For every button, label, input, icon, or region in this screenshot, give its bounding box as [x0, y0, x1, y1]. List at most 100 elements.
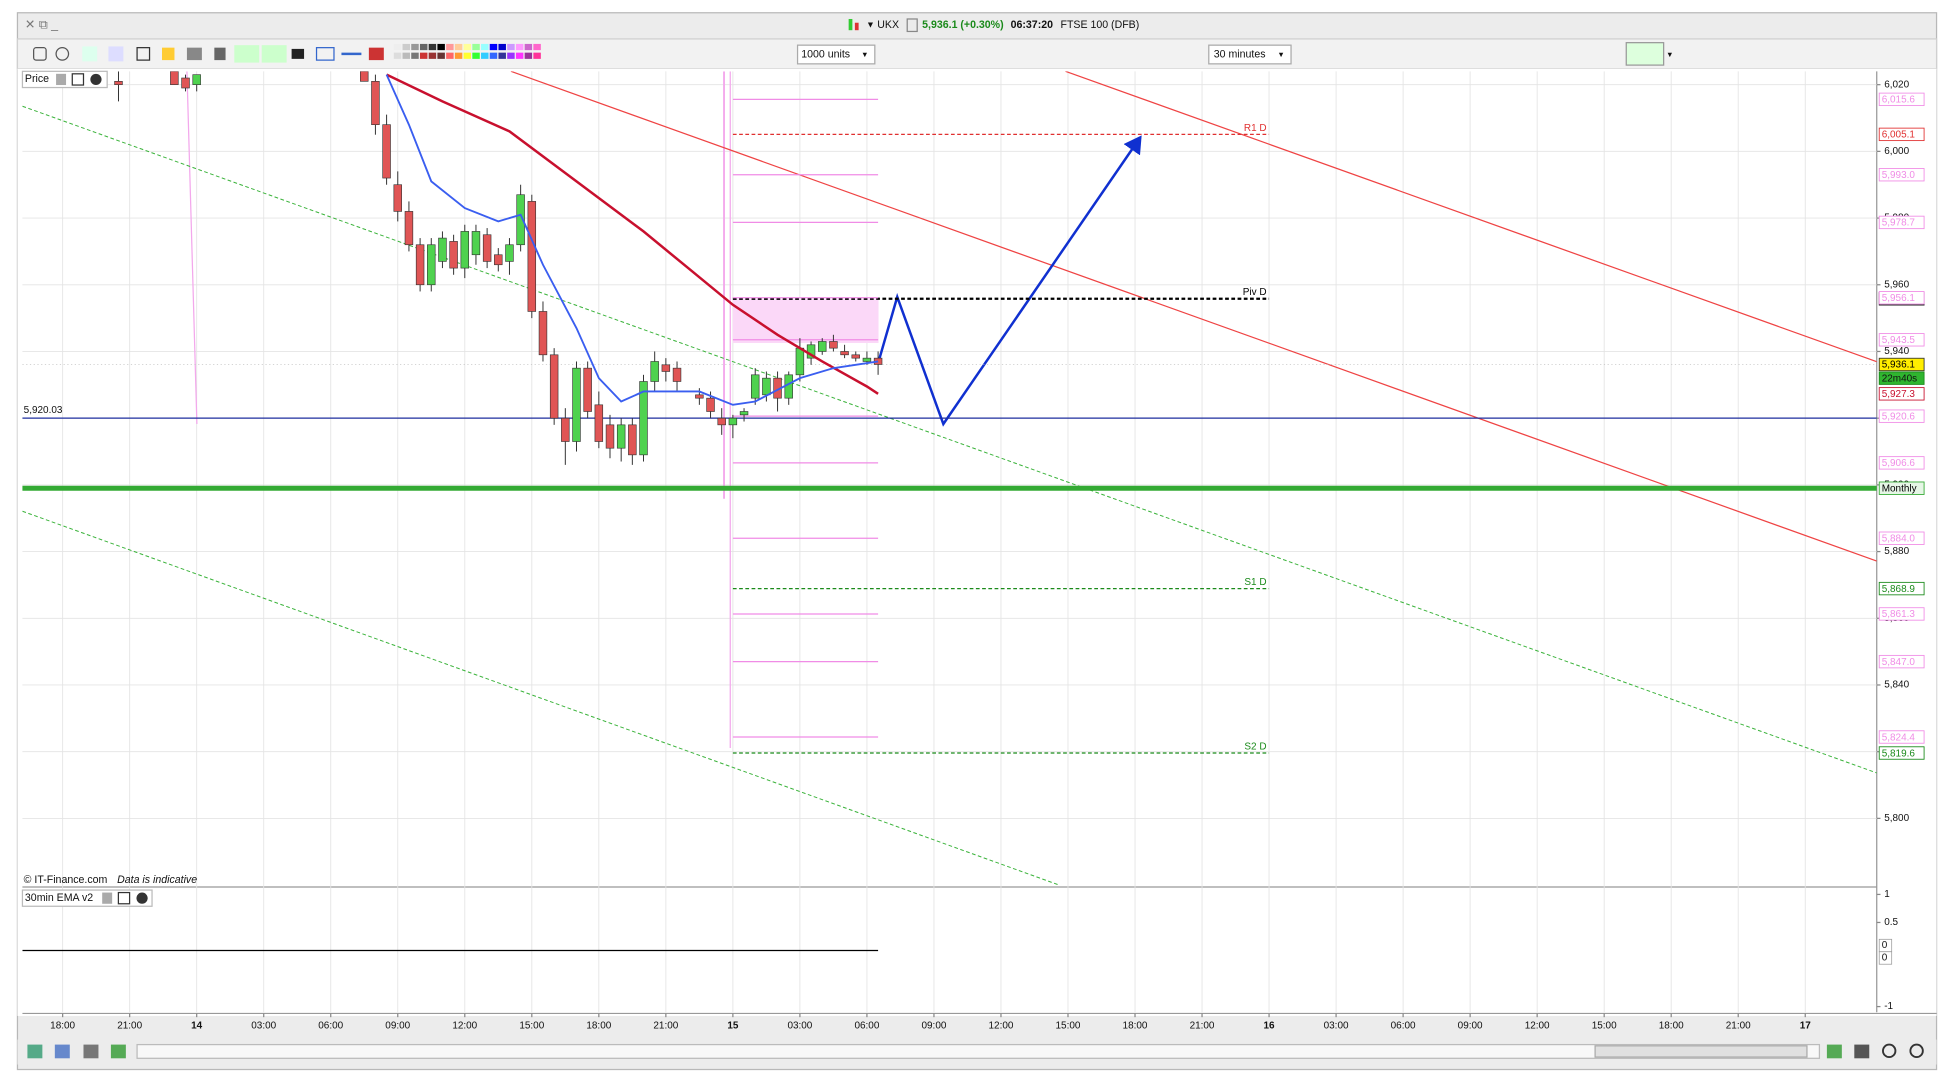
candle-body — [482, 234, 492, 262]
dropdown-arrow: ▼ — [861, 50, 868, 59]
toolbar-bg — [16, 38, 1938, 70]
settings-icon[interactable] — [102, 892, 113, 904]
candle-body — [739, 411, 749, 416]
price-panel-title: Price — [25, 73, 49, 85]
y-tick-label: 1 — [1884, 889, 1890, 900]
level-label-box — [1878, 127, 1925, 142]
close-icon[interactable] — [90, 73, 102, 86]
candle-body — [549, 354, 559, 419]
bottom-icon[interactable] — [27, 1044, 43, 1059]
zoom-in[interactable] — [1909, 1043, 1924, 1058]
y-tick-label: 0.5 — [1884, 917, 1898, 928]
current-price-box — [1878, 357, 1925, 372]
x-tick-label: 09:00 — [385, 1021, 410, 1032]
level-label-box — [1878, 746, 1925, 760]
level-label: 6,015.6 — [1882, 95, 1916, 106]
bottom-icon[interactable] — [1826, 1044, 1842, 1059]
chart-style-button[interactable] — [1625, 42, 1665, 66]
candle-body — [114, 81, 123, 85]
trend-line — [510, 71, 1877, 562]
indicator-panel-tag — [21, 889, 153, 907]
candle-body — [538, 311, 548, 356]
candle-body — [818, 341, 827, 352]
level-label: 5,847.0 — [1882, 657, 1916, 668]
x-tick-label: 17 — [1800, 1021, 1812, 1032]
scroll-thumb[interactable] — [1594, 1045, 1808, 1058]
candle-body — [650, 361, 659, 382]
candle-body — [170, 71, 179, 85]
ema-label: 5,927.3 — [1882, 389, 1916, 400]
session-line — [186, 71, 198, 425]
x-tick-label: 15:00 — [1056, 1021, 1081, 1032]
level-name: Piv D — [1243, 287, 1267, 298]
size-dropdown[interactable] — [796, 44, 876, 65]
dropdown-arrow[interactable]: ▼ — [1666, 50, 1673, 59]
candle-body — [404, 211, 414, 246]
x-tick-label: 18:00 — [50, 1021, 75, 1032]
bottom-icon[interactable] — [1854, 1044, 1870, 1059]
candle-body — [795, 347, 805, 376]
window-icon[interactable] — [71, 73, 85, 86]
ema-line — [385, 74, 879, 406]
x-tick-label: 06:00 — [1391, 1021, 1416, 1032]
color-palette[interactable] — [393, 43, 541, 59]
ema-label-box — [1878, 387, 1925, 401]
y-tick-label: 5,800 — [1884, 813, 1909, 824]
y-tick-label: 5,940 — [1884, 346, 1909, 357]
settings-icon[interactable] — [56, 73, 67, 86]
candle-body — [181, 77, 190, 89]
candle-body — [360, 71, 369, 82]
candle-body — [840, 351, 849, 356]
level-label-box — [1878, 481, 1925, 495]
clock: 06:37:20 — [1011, 19, 1053, 31]
copyright: © IT-Finance.com — [24, 874, 108, 886]
level-label-box — [1878, 333, 1925, 347]
close-icon[interactable] — [136, 892, 148, 904]
projection-arrow — [877, 135, 1142, 427]
candle-body — [527, 201, 537, 312]
y-tick-label: 5,840 — [1884, 680, 1909, 691]
window-controls[interactable]: ✕ ⧉ _ — [25, 18, 59, 32]
tool-icons[interactable] — [33, 45, 384, 63]
level-label-box — [1878, 581, 1925, 596]
level-label-box — [1878, 409, 1925, 423]
zoom-out[interactable] — [1882, 1043, 1897, 1058]
x-tick-label: 03:00 — [787, 1021, 812, 1032]
info-icon[interactable] — [906, 18, 918, 33]
y-tick-label: 6,000 — [1884, 146, 1909, 157]
y-tick-label: 6,020 — [1884, 79, 1909, 90]
countdown-box — [1878, 371, 1925, 385]
x-tick-label: 21:00 — [1726, 1021, 1751, 1032]
window-icon[interactable] — [117, 891, 131, 905]
candle-body — [762, 377, 771, 396]
interval-value: 30 minutes — [1214, 48, 1266, 60]
candle-body — [371, 81, 380, 126]
x-tick-label: 18:00 — [586, 1021, 611, 1032]
symbol-icon — [848, 18, 853, 31]
candle-body — [494, 254, 503, 266]
candle-body — [415, 244, 425, 286]
bottom-icon[interactable] — [110, 1044, 126, 1059]
dropdown-arrow[interactable]: ▼ — [866, 20, 875, 30]
trend-line — [22, 510, 1060, 886]
candle-body — [583, 367, 592, 412]
scrollbar[interactable] — [136, 1043, 1821, 1059]
candle-body — [784, 374, 793, 399]
candle-body — [438, 237, 447, 262]
level-name: S2 D — [1244, 741, 1266, 752]
bottom-icon[interactable] — [83, 1044, 99, 1059]
bottom-icon[interactable] — [54, 1044, 70, 1059]
level-label-box — [1878, 456, 1925, 470]
trend-line — [22, 105, 1877, 774]
x-tick-label: 14 — [191, 1021, 203, 1032]
x-tick-label: 15:00 — [519, 1021, 544, 1032]
countdown: 22m40s — [1882, 373, 1917, 384]
x-tick-label: 12:00 — [452, 1021, 477, 1032]
interval-dropdown[interactable] — [1208, 44, 1292, 65]
y-tick-label: 5,960 — [1884, 279, 1909, 290]
candle-body — [728, 417, 738, 426]
trend-line — [1065, 71, 1877, 363]
daily-zone — [732, 299, 879, 343]
